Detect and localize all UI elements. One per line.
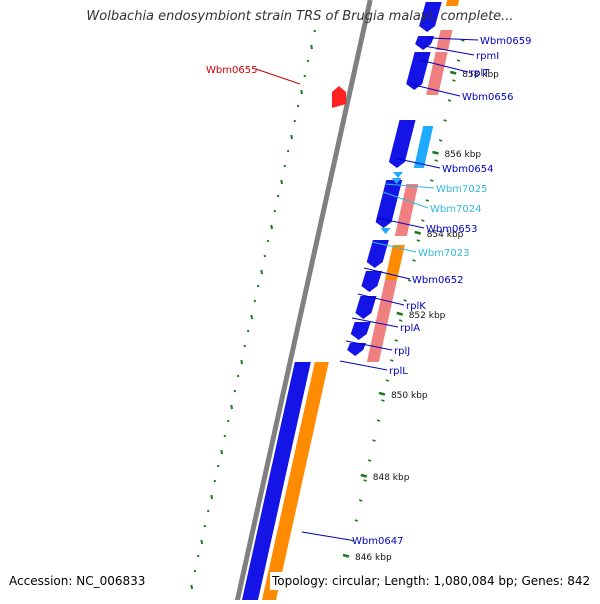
backbone-line: [237, 0, 370, 600]
gene-label-wbm0653[interactable]: Wbm0653: [426, 224, 477, 235]
gene-wbm0654: [389, 120, 416, 168]
tick-minor: [412, 260, 415, 261]
gene-label-wbm0654[interactable]: Wbm0654: [442, 164, 493, 175]
block-rpl-operon: [367, 279, 397, 362]
gene-label-wbm0656[interactable]: Wbm0656: [462, 92, 513, 103]
tick-minor: [395, 340, 398, 341]
tick-mark: [343, 555, 349, 557]
skew-dot: [291, 135, 292, 139]
genome-info-label: Topology: circular; Length: 1,080,084 bp…: [270, 572, 592, 590]
gene-label-wbm0647[interactable]: Wbm0647: [352, 536, 403, 547]
gene-label-rpll[interactable]: rplL: [389, 366, 408, 377]
tick-minor: [426, 200, 429, 201]
tick-minor: [364, 480, 367, 481]
gene-label-rplj[interactable]: rplJ: [394, 346, 410, 357]
tick-minor: [457, 60, 460, 61]
skew-dot: [301, 90, 302, 94]
gene-label-rpla[interactable]: rplA: [400, 323, 420, 334]
label-leader: [430, 38, 478, 40]
map-title: Wolbachia endosymbiont strain TRS of Bru…: [0, 9, 600, 24]
tick-minor: [373, 440, 376, 441]
tick-minor: [444, 120, 447, 121]
skew-dot: [281, 180, 282, 184]
skew-dot: [191, 585, 192, 589]
tick-label: 848 kbp: [373, 473, 410, 483]
gene-rplA: [355, 296, 376, 319]
trna-wbm7023: [381, 228, 391, 234]
tick-minor: [421, 220, 424, 221]
tick-mark: [450, 72, 456, 74]
tick-mark: [415, 232, 421, 234]
tick-label: 846 kbp: [355, 553, 392, 563]
tick-minor: [417, 240, 420, 241]
skew-dot: [261, 270, 262, 274]
tick-minor: [461, 40, 464, 41]
gene-wbm0656: [406, 52, 430, 90]
gene-wbm0655: [332, 86, 346, 108]
block-rpmi: [436, 30, 452, 50]
tick-minor: [355, 520, 358, 521]
label-leader: [302, 532, 350, 540]
skew-dot: [271, 225, 272, 229]
gene-label-rplt[interactable]: rplT: [470, 68, 490, 79]
gene-label-wbm0659[interactable]: Wbm0659: [480, 36, 531, 47]
tick-minor: [390, 360, 393, 361]
tick-label: 856 kbp: [444, 150, 481, 160]
label-leader: [256, 69, 300, 84]
gene-rplJ: [351, 322, 371, 340]
skew-dot: [251, 315, 252, 319]
skew-dot: [211, 495, 212, 499]
tick-minor: [377, 420, 380, 421]
gene-label-wbm0652[interactable]: Wbm0652: [412, 275, 463, 286]
tick-label: 852 kbp: [409, 311, 446, 321]
tick-minor: [386, 380, 389, 381]
gene-rplL: [347, 343, 366, 356]
tick-minor: [448, 100, 451, 101]
gene-label-wbm7025[interactable]: Wbm7025: [436, 184, 487, 195]
tick-mark: [379, 393, 385, 395]
skew-dot: [241, 360, 242, 364]
tick-minor: [399, 320, 402, 321]
gene-label-rpmi[interactable]: rpmI: [476, 51, 499, 62]
label-leader: [340, 361, 387, 370]
gene-label-wbm7023[interactable]: Wbm7023: [418, 248, 469, 259]
tick-mark: [361, 475, 367, 477]
tick-minor: [430, 180, 433, 181]
tick-mark: [432, 152, 438, 154]
skew-dot: [221, 450, 222, 454]
tick-minor: [408, 280, 411, 281]
label-leader: [424, 46, 474, 55]
trna-wbm7025: [393, 172, 403, 178]
accession-label: Accession: NC_006833: [9, 574, 145, 588]
tick-label: 850 kbp: [391, 391, 428, 401]
gene-label-wbm0655[interactable]: Wbm0655: [206, 65, 257, 76]
tick-minor: [435, 160, 438, 161]
tick-minor: [452, 80, 455, 81]
skew-dot: [231, 405, 232, 409]
skew-dot: [311, 45, 312, 49]
gene-reverse-top: [446, 0, 459, 6]
tick-minor: [439, 140, 442, 141]
gene-label-rplk[interactable]: rplK: [406, 301, 426, 312]
tick-minor: [368, 460, 371, 461]
gene-reverse-small: [385, 245, 405, 280]
skew-dot: [201, 540, 202, 544]
tick-minor: [359, 500, 362, 501]
gene-label-wbm7024[interactable]: Wbm7024: [430, 204, 481, 215]
gene-wbm0652: [367, 240, 389, 268]
gene-rplK: [361, 271, 382, 292]
backbone-track: [237, 0, 370, 600]
trna-block: [414, 126, 433, 168]
tick-minor: [381, 400, 384, 401]
tick-mark: [397, 313, 403, 315]
